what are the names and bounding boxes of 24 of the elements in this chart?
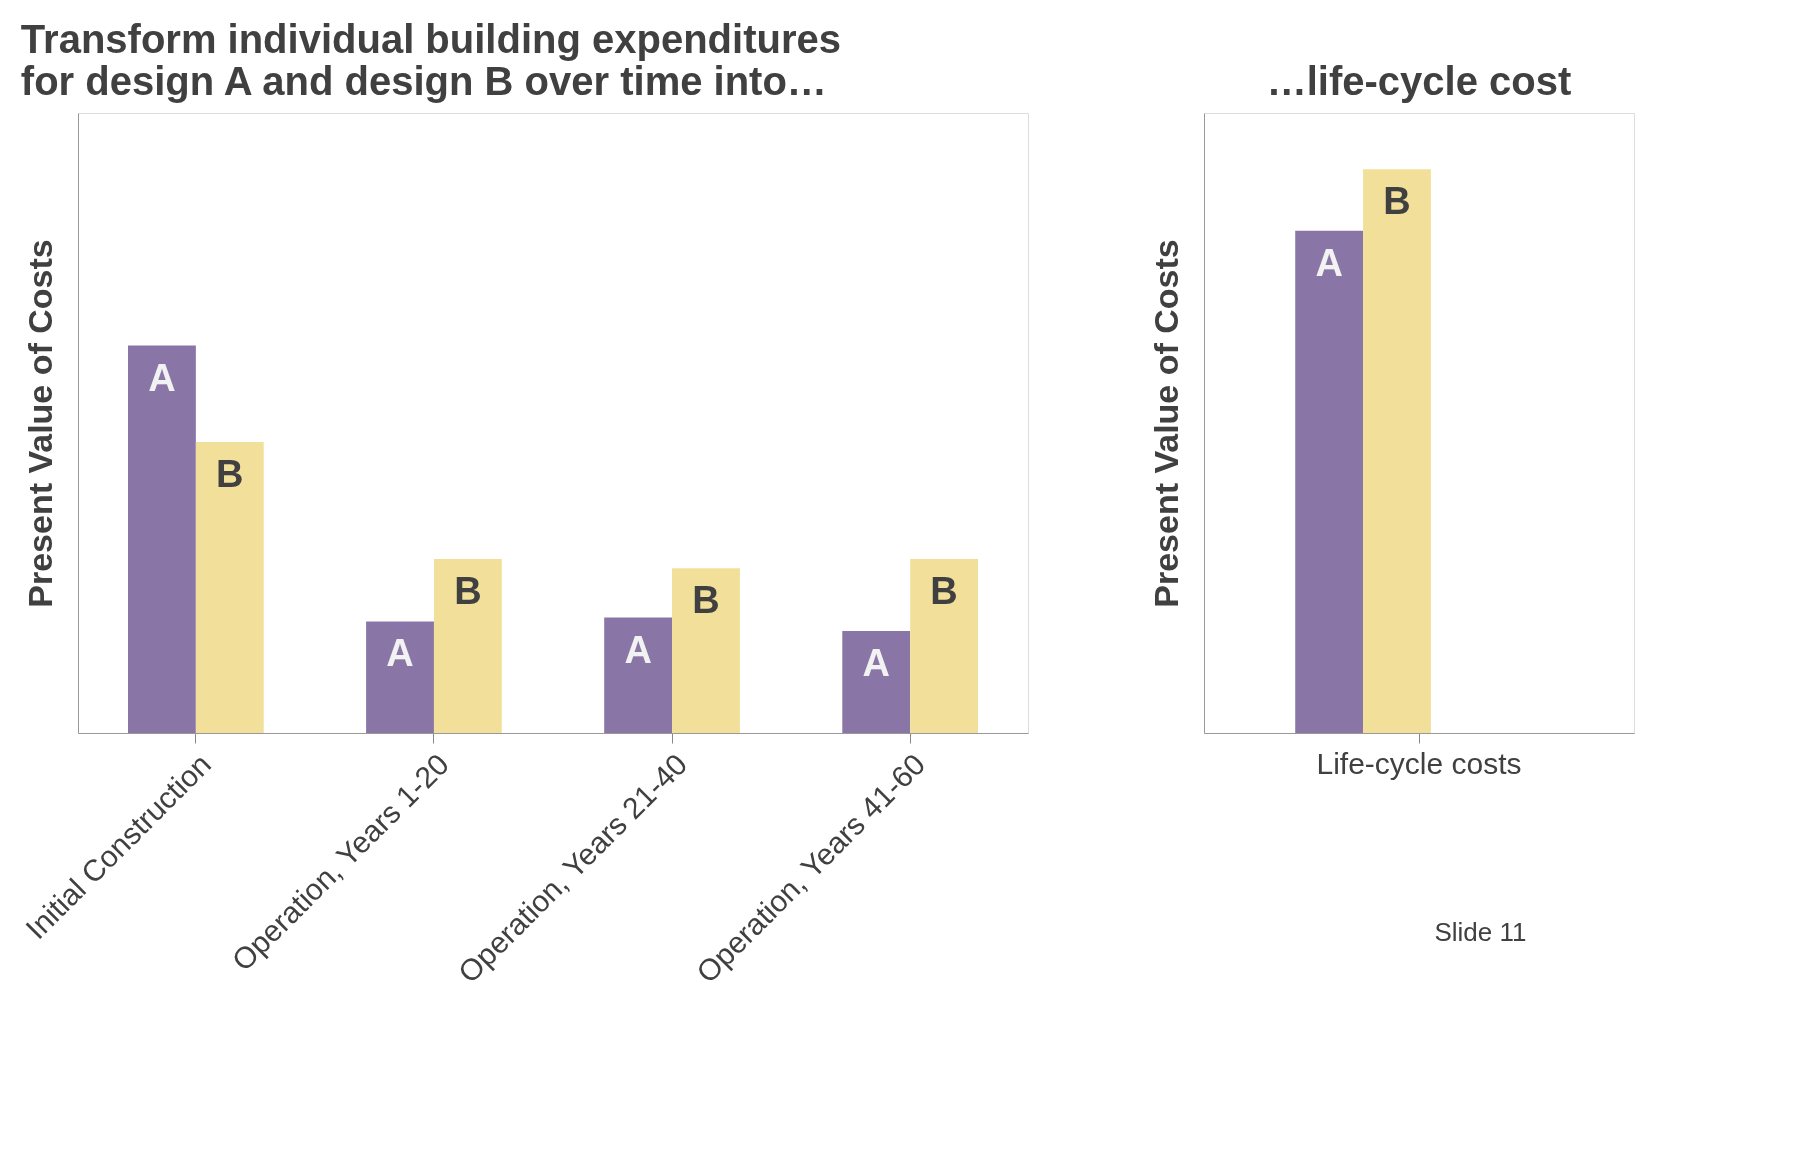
text: A: [624, 628, 652, 671]
series-label: A: [1315, 241, 1343, 284]
series-label: A: [148, 356, 176, 399]
text: B: [454, 570, 482, 613]
text: A: [386, 632, 414, 675]
bar: [910, 559, 978, 733]
text: A: [862, 642, 890, 685]
text: B: [930, 570, 958, 613]
bar: [672, 568, 740, 733]
y-axis-title: Present Value of Costs: [20, 239, 59, 608]
bar: [195, 441, 264, 733]
y-axis-title: Present Value of Costs: [1146, 239, 1185, 608]
chart-title: …life-cycle cost: [1266, 59, 1572, 103]
text: Slide 11: [1434, 917, 1527, 947]
series-label: B: [1383, 180, 1411, 223]
x-tick-label: Life-cycle costs: [1316, 746, 1522, 780]
series-label: B: [216, 452, 244, 495]
bar: [604, 617, 673, 733]
text: Transform individual building expenditures: [20, 17, 841, 61]
bar: [366, 621, 434, 733]
text: B: [692, 579, 720, 622]
bar: [128, 345, 196, 733]
bar: [842, 631, 911, 733]
bar: [433, 559, 502, 733]
